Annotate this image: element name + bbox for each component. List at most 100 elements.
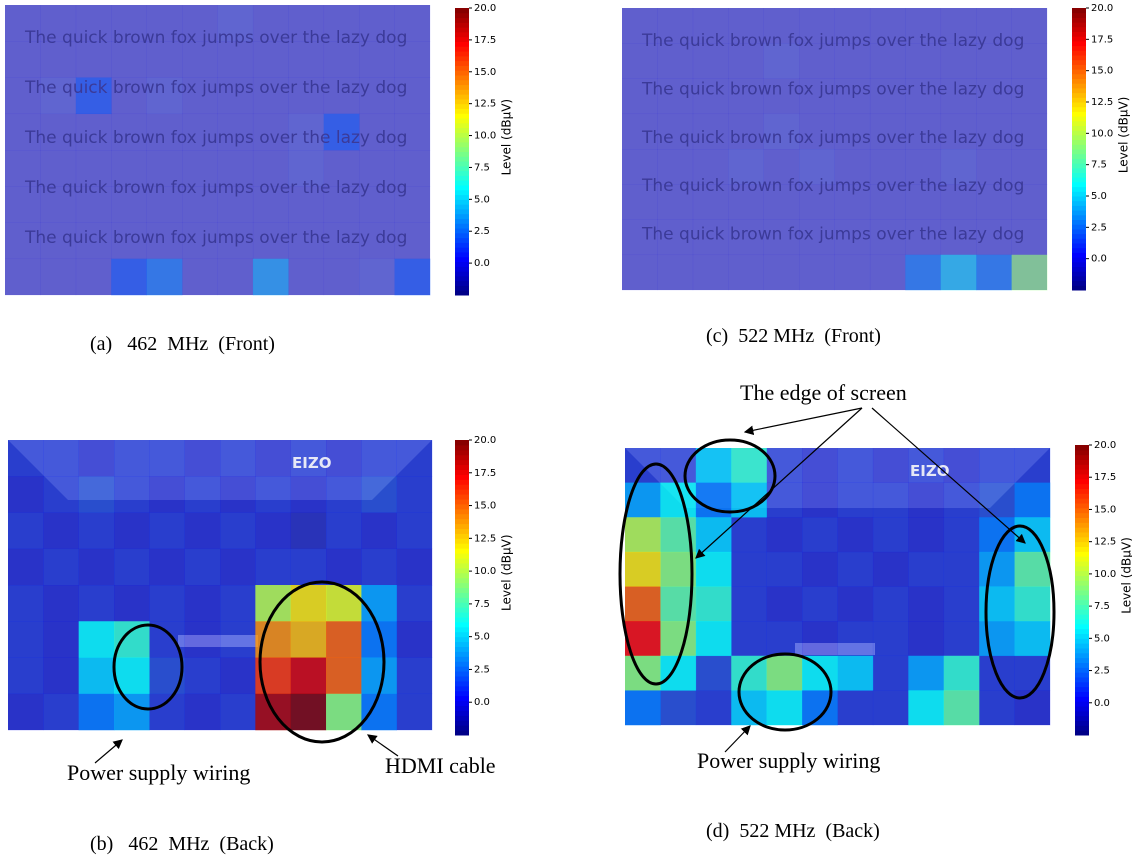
heatmap-cell <box>149 585 185 622</box>
colorbar-tick-label: 5.0 <box>1091 191 1107 202</box>
heatmap-cell <box>79 513 115 550</box>
heatmap-cell <box>114 694 150 731</box>
colorbar-segment <box>455 204 469 209</box>
heatmap-cell <box>8 621 44 658</box>
heatmap-cell <box>908 517 944 552</box>
colorbar-segment <box>455 80 469 85</box>
colorbar-segment <box>1075 619 1089 624</box>
colorbar-segment <box>455 228 469 233</box>
heatmap-cell <box>696 552 732 587</box>
colorbar-segment <box>455 642 469 647</box>
heatmap-cell <box>185 440 221 477</box>
heatmap-cell <box>361 513 397 550</box>
colorbar-segment <box>455 479 469 484</box>
colorbar-segment <box>455 602 469 607</box>
colorbar-tick-label: 2.5 <box>474 226 490 237</box>
colorbar-segment <box>1072 285 1086 290</box>
colorbar-tick-label: 10.0 <box>474 131 496 142</box>
heatmap-cell <box>326 476 362 513</box>
heatmap-cell <box>696 448 732 483</box>
heatmap-cell <box>802 552 838 587</box>
heatmap-cell <box>149 513 185 550</box>
colorbar-segment <box>455 592 469 597</box>
colorbar-label: Level (dBμV) <box>500 534 514 611</box>
colorbar-segment <box>455 185 469 190</box>
screen-text: The quick brown fox jumps over the lazy … <box>24 128 407 148</box>
heatmap-cell <box>908 690 944 725</box>
heatmap-cell <box>8 658 44 695</box>
colorbar-segment <box>1075 527 1089 532</box>
colorbar-segment <box>455 607 469 612</box>
colorbar-tick-label: 10.0 <box>1091 128 1113 139</box>
heatmap-cell <box>1015 621 1051 656</box>
colorbar-segment <box>1075 605 1089 610</box>
heatmap-cell <box>657 255 693 291</box>
heatmap-cell <box>149 549 185 586</box>
heatmap-cell <box>873 621 909 656</box>
heatmap-cell <box>767 517 803 552</box>
colorbar-segment <box>1072 32 1086 37</box>
colorbar-segment <box>1075 455 1089 460</box>
heatmap-cell <box>1015 690 1051 725</box>
heatmap-cell <box>79 694 115 731</box>
annotation: Power supply wiring <box>697 748 880 773</box>
colorbar-segment <box>1075 580 1089 585</box>
colorbar-segment <box>1072 267 1086 272</box>
colorbar-segment <box>1072 281 1086 286</box>
caption: (b) 462 MHz (Back) <box>90 833 274 855</box>
colorbar-segment <box>455 37 469 42</box>
heatmap-cell <box>731 621 767 656</box>
colorbar-segment <box>455 647 469 652</box>
caption: (c) 522 MHz (Front) <box>706 325 881 347</box>
heatmap-cell <box>79 476 115 513</box>
heatmap-cell <box>43 440 79 477</box>
heatmap-cell <box>696 587 732 622</box>
colorbar-segment <box>1075 537 1089 542</box>
colorbar-segment <box>1072 191 1086 196</box>
heatmap-cell <box>149 658 185 695</box>
colorbar-segment <box>1072 243 1086 248</box>
heatmap-cell <box>873 587 909 622</box>
colorbar-segment <box>455 238 469 243</box>
colorbar-tick-label: 7.5 <box>1094 601 1110 612</box>
heatmap-cell <box>43 621 79 658</box>
colorbar-segment <box>1075 518 1089 523</box>
heatmap-cell <box>908 587 944 622</box>
heatmap-cell <box>873 552 909 587</box>
colorbar-segment <box>1075 634 1089 639</box>
colorbar-segment <box>1072 8 1086 13</box>
colorbar-segment <box>455 455 469 460</box>
heatmap-cell <box>220 549 256 586</box>
heatmap-cell <box>767 587 803 622</box>
heatmap-cell <box>802 517 838 552</box>
colorbar-segment <box>455 656 469 661</box>
heatmap-cell <box>185 585 221 622</box>
heatmap-cell <box>326 694 362 731</box>
colorbar-segment <box>1072 257 1086 262</box>
colorbar-segment <box>455 558 469 563</box>
heatmap-cell <box>873 517 909 552</box>
colorbar-segment <box>1075 590 1089 595</box>
heatmap-cell <box>114 476 150 513</box>
heatmap-cell <box>185 549 221 586</box>
colorbar-segment <box>455 123 469 128</box>
colorbar-segment <box>455 568 469 573</box>
colorbar-segment <box>1072 46 1086 51</box>
colorbar-segment <box>1072 248 1086 253</box>
colorbar-segment <box>455 671 469 676</box>
heatmap-cell <box>979 552 1015 587</box>
heatmap-cell <box>838 552 874 587</box>
colorbar-segment <box>1072 177 1086 182</box>
heatmap-cell <box>220 476 256 513</box>
colorbar-segment <box>455 450 469 455</box>
colorbar-tick-label: 20.0 <box>474 3 496 14</box>
screen-text: The quick brown fox jumps over the lazy … <box>24 178 407 198</box>
colorbar-segment <box>1075 624 1089 629</box>
colorbar-tick-label: 12.5 <box>474 99 496 110</box>
colorbar-segment <box>455 61 469 66</box>
colorbar-segment <box>455 108 469 113</box>
heatmap-cell <box>149 440 185 477</box>
heatmap-cell <box>43 513 79 550</box>
colorbar-tick-label: 12.5 <box>474 533 496 544</box>
colorbar-segment <box>455 617 469 622</box>
